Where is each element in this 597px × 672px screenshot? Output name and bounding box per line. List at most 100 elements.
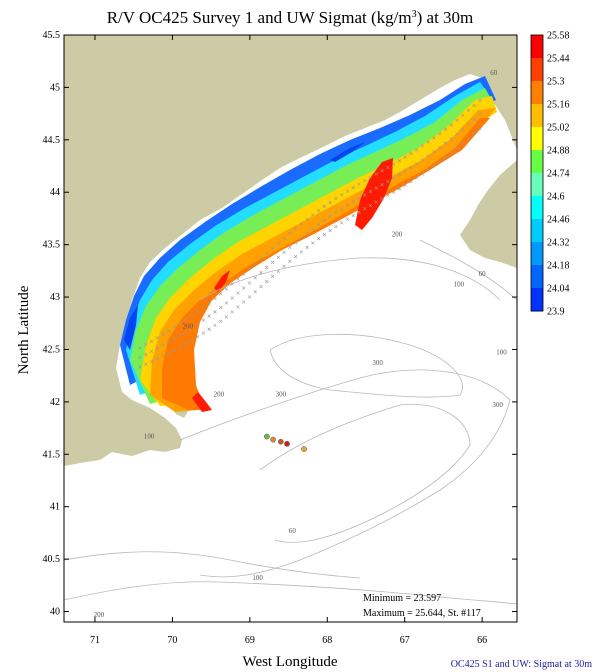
station-marker xyxy=(207,327,211,331)
station-marker xyxy=(409,165,413,170)
station-marker xyxy=(414,162,419,166)
station-marker xyxy=(472,103,476,108)
station-marker xyxy=(334,196,338,201)
y-tick-label: 45.5 xyxy=(43,30,61,41)
y-tick-label: 41.5 xyxy=(43,449,61,460)
station-marker xyxy=(357,196,361,200)
station-marker xyxy=(288,259,292,264)
station-marker xyxy=(322,204,327,209)
station-marker xyxy=(259,256,263,261)
station-marker xyxy=(472,117,476,122)
colorbar-swatch xyxy=(531,150,543,174)
station-marker xyxy=(437,131,442,136)
station-marker xyxy=(426,154,430,158)
station-marker xyxy=(478,112,482,117)
station-marker xyxy=(460,127,465,132)
station-marker xyxy=(167,329,171,333)
station-marker xyxy=(247,267,252,271)
station-marker xyxy=(397,158,402,163)
station-marker xyxy=(478,98,482,103)
station-marker xyxy=(149,349,154,354)
station-marker xyxy=(282,250,286,255)
station-marker xyxy=(391,190,396,194)
colorbar-swatch xyxy=(531,288,543,312)
station-marker xyxy=(380,197,384,201)
station-marker xyxy=(172,348,177,352)
station-marker xyxy=(368,175,373,180)
survey-point xyxy=(264,433,270,440)
station-marker xyxy=(432,136,436,140)
station-marker xyxy=(299,250,304,254)
station-marker xyxy=(247,295,252,299)
contour-label: 60 xyxy=(490,69,498,77)
station-marker xyxy=(374,186,378,190)
contour-300-basin xyxy=(269,333,463,398)
station-marker xyxy=(449,151,453,155)
station-marker xyxy=(311,241,315,245)
station-marker xyxy=(443,141,448,145)
station-marker xyxy=(368,203,373,208)
station-marker xyxy=(242,300,246,304)
station-marker xyxy=(242,286,246,290)
sigmat-high-red-2 xyxy=(192,392,212,412)
station-marker xyxy=(201,331,206,335)
station-marker xyxy=(282,264,286,269)
station-marker xyxy=(144,342,148,347)
station-marker xyxy=(242,272,246,276)
colorbar-swatch xyxy=(531,58,543,82)
station-marker xyxy=(455,146,459,150)
x-tick-label: 68 xyxy=(322,635,332,646)
bathymetry-contours xyxy=(64,239,517,605)
land-mainland xyxy=(64,35,517,466)
station-marker xyxy=(236,305,240,309)
station-marker xyxy=(218,292,223,296)
station-marker xyxy=(437,145,442,150)
station-marker xyxy=(443,155,448,159)
station-marker xyxy=(270,246,275,251)
station-marker xyxy=(138,365,142,369)
station-marker xyxy=(161,332,165,337)
station-marker xyxy=(172,325,177,330)
y-tick-label: 40 xyxy=(50,607,60,618)
contour-100-ns xyxy=(419,239,517,301)
station-marker xyxy=(230,310,234,314)
station-marker xyxy=(144,362,148,366)
sigmat-high-red-3 xyxy=(214,270,230,292)
station-marker xyxy=(357,182,361,186)
station-marker xyxy=(391,162,396,166)
station-marker xyxy=(339,221,344,225)
contour-label: 300 xyxy=(276,391,287,399)
station-marker xyxy=(184,341,188,346)
station-marker xyxy=(397,172,402,177)
station-marker xyxy=(218,305,223,310)
contour-label: 300 xyxy=(372,359,383,367)
x-tick-label: 70 xyxy=(167,635,177,646)
y-tick-label: 41 xyxy=(50,502,60,513)
station-marker xyxy=(293,226,298,231)
station-marker xyxy=(265,265,269,270)
station-marker xyxy=(190,326,194,330)
station-marker xyxy=(420,144,425,148)
station-marker xyxy=(224,315,229,319)
colorbar-label: 24.18 xyxy=(547,261,570,272)
station-marker xyxy=(213,323,217,328)
station-marker xyxy=(460,141,465,146)
station-marker xyxy=(207,301,211,305)
station-marker xyxy=(178,333,183,337)
station-marker xyxy=(403,169,407,173)
sigmat-low-blue-edge xyxy=(124,305,138,350)
station-marker xyxy=(403,155,407,159)
station-marker xyxy=(305,245,309,250)
station-marker xyxy=(414,148,419,152)
colorbar-label: 24.46 xyxy=(547,215,570,226)
station-marker xyxy=(230,296,234,300)
x-tick-label: 66 xyxy=(477,635,487,646)
colorbar-swatch xyxy=(531,265,543,289)
station-marker xyxy=(299,222,304,226)
survey-point xyxy=(270,436,276,443)
station-marker xyxy=(455,132,459,136)
station-marker xyxy=(363,193,367,197)
station-marker xyxy=(224,287,229,291)
station-marker xyxy=(386,179,390,184)
